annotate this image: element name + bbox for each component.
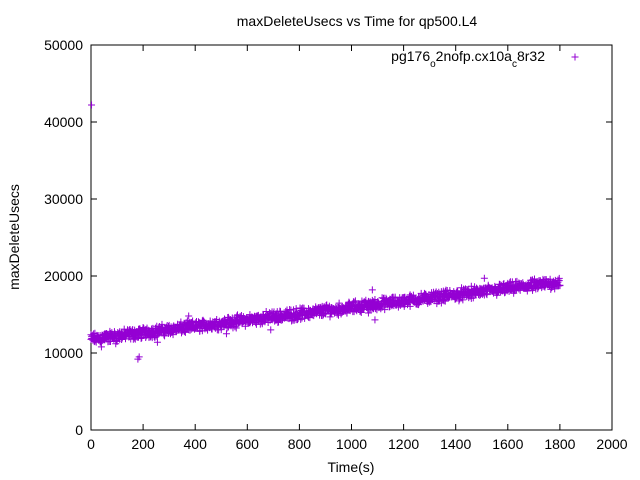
data-point-outlier — [135, 353, 143, 361]
data-point — [232, 324, 240, 332]
y-tick-label: 40000 — [44, 114, 83, 130]
x-axis-label: Time(s) — [328, 459, 375, 475]
data-point — [297, 315, 305, 323]
data-point — [377, 305, 385, 313]
data-point-outlier — [88, 101, 96, 109]
data-point — [120, 325, 128, 333]
series-points — [87, 101, 564, 363]
legend-plus-marker — [571, 53, 579, 61]
x-tick-label: 800 — [288, 436, 312, 452]
legend: pg176o2nofp.cx10ac8r32 — [391, 48, 579, 70]
x-tick-label: 1800 — [544, 436, 575, 452]
data-point — [459, 296, 467, 304]
data-point — [335, 299, 343, 307]
data-point-outlier — [185, 312, 193, 320]
data-point-outlier — [267, 326, 275, 334]
data-point — [161, 332, 169, 340]
data-point — [326, 313, 334, 321]
x-tick-label: 2000 — [596, 436, 627, 452]
y-tick-label: 0 — [75, 422, 83, 438]
data-point — [406, 302, 414, 310]
x-axis: 0 200 400 600 800 1000 1200 1400 1600 1800 2000 — [87, 45, 628, 452]
data-point — [90, 330, 98, 338]
data-point — [351, 298, 359, 306]
data-point — [351, 297, 359, 305]
data-point-outlier — [480, 274, 488, 282]
data-point-outlier — [112, 340, 120, 348]
data-point — [177, 318, 185, 326]
y-tick-label: 20000 — [44, 268, 83, 284]
y-axis-label: maxDeleteUsecs — [6, 184, 22, 290]
data-point — [482, 290, 490, 298]
data-point — [554, 276, 562, 284]
data-point — [261, 318, 269, 326]
x-tick-label: 0 — [87, 436, 95, 452]
data-point — [441, 297, 449, 305]
x-tick-label: 1400 — [440, 436, 471, 452]
data-point-outlier — [153, 338, 161, 346]
x-tick-label: 1200 — [388, 436, 419, 452]
data-point — [555, 274, 563, 282]
data-point — [523, 287, 531, 295]
data-point — [241, 322, 249, 330]
x-tick-label: 600 — [236, 436, 260, 452]
data-point — [483, 291, 491, 299]
plot-frame — [90, 44, 613, 431]
data-point — [381, 306, 389, 314]
data-point — [556, 282, 564, 290]
y-tick-label: 10000 — [44, 345, 83, 361]
data-point-outlier — [364, 309, 372, 317]
x-tick-label: 200 — [131, 436, 155, 452]
x-tick-label: 1000 — [336, 436, 367, 452]
y-tick-label: 50000 — [44, 37, 83, 53]
chart-title: maxDeleteUsecs vs Time for qp500.L4 — [237, 13, 478, 29]
y-axis: 0 10000 20000 30000 40000 50000 — [44, 37, 612, 438]
data-point-outlier — [301, 314, 309, 322]
data-point — [534, 285, 542, 293]
data-point-outlier — [97, 343, 105, 351]
data-point-outlier — [222, 330, 230, 338]
data-point-outlier — [371, 316, 379, 324]
legend-marker — [571, 53, 579, 61]
data-point — [169, 331, 177, 339]
data-point-outlier — [368, 286, 376, 294]
legend-label: pg176o2nofp.cx10ac8r32 — [391, 48, 545, 70]
x-tick-label: 1600 — [492, 436, 523, 452]
data-point — [158, 320, 166, 328]
data-point — [137, 335, 145, 343]
x-tick-label: 400 — [184, 436, 208, 452]
y-tick-label: 30000 — [44, 191, 83, 207]
